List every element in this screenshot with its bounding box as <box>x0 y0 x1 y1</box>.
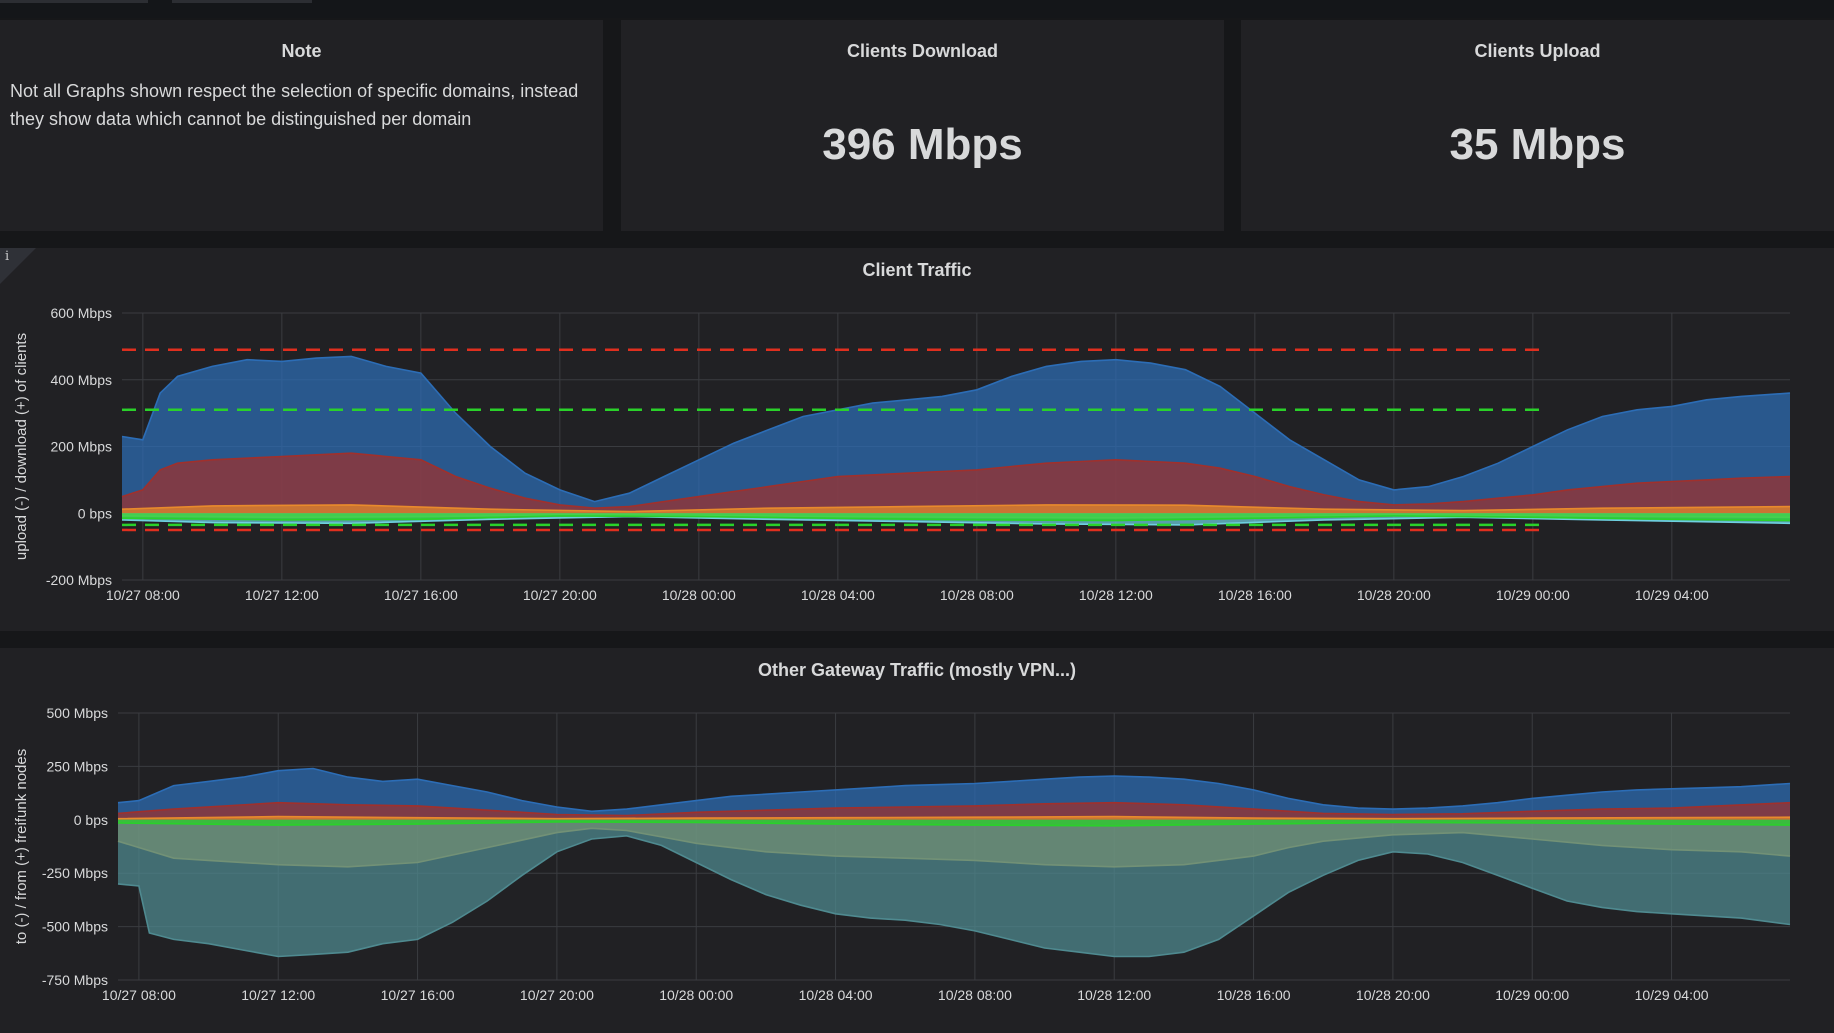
panel-title[interactable]: Note <box>281 41 322 61</box>
y-axis-label: upload (-) / download (+) of clients <box>13 333 30 560</box>
series-area[interactable] <box>118 802 1790 820</box>
x-tick-label: 10/28 00:00 <box>659 987 733 1003</box>
panel-title[interactable]: Clients Download <box>846 41 998 61</box>
x-tick-label: 10/28 12:00 <box>1077 987 1151 1003</box>
x-tick-label: 10/27 20:00 <box>520 987 594 1003</box>
y-axis-label: to (-) / from (+) freifunk nodes <box>13 749 30 944</box>
series-area[interactable] <box>118 819 1790 957</box>
x-tick-label: 10/28 16:00 <box>1218 587 1292 603</box>
x-tick-label: 10/28 16:00 <box>1217 987 1291 1003</box>
x-tick-label: 10/28 08:00 <box>940 587 1014 603</box>
y-tick-label: 250 Mbps <box>47 758 108 774</box>
x-tick-label: 10/28 12:00 <box>1079 587 1153 603</box>
y-tick-label: 200 Mbps <box>51 439 112 455</box>
series-area[interactable] <box>118 819 1790 826</box>
x-tick-label: 10/27 08:00 <box>102 987 176 1003</box>
series-line[interactable] <box>121 452 1791 510</box>
series-area[interactable] <box>122 356 1790 514</box>
panel-title[interactable]: Other Gateway Traffic (mostly VPN...) <box>757 660 1077 680</box>
top-bar-tab[interactable] <box>172 0 312 3</box>
series-line[interactable] <box>117 801 1791 817</box>
y-tick-label: 0 bps <box>78 505 112 521</box>
clients-download-panel: Clients Download 396 Mbps <box>621 20 1224 231</box>
stat-value: 35 Mbps <box>1449 120 1626 169</box>
x-tick-label: 10/28 04:00 <box>799 987 873 1003</box>
y-tick-label: -250 Mbps <box>42 865 108 881</box>
y-tick-label: 400 Mbps <box>51 372 112 388</box>
series-line[interactable] <box>121 504 1791 513</box>
y-tick-label: -200 Mbps <box>46 572 112 588</box>
series-area[interactable] <box>122 513 1790 521</box>
x-tick-label: 10/27 08:00 <box>106 587 180 603</box>
series-area[interactable] <box>118 768 1790 820</box>
x-tick-label: 10/28 08:00 <box>938 987 1012 1003</box>
x-tick-label: 10/29 04:00 <box>1635 587 1709 603</box>
y-tick-label: 0 bps <box>74 812 108 828</box>
series-line[interactable] <box>121 355 1791 503</box>
x-tick-label: 10/27 20:00 <box>523 587 597 603</box>
note-panel: Note Not all Graphs shown respect the se… <box>0 20 603 231</box>
series-area[interactable] <box>122 504 1790 514</box>
series-line[interactable] <box>121 515 1791 522</box>
x-tick-label: 10/29 00:00 <box>1495 987 1569 1003</box>
x-tick-label: 10/29 00:00 <box>1496 587 1570 603</box>
x-tick-label: 10/28 00:00 <box>662 587 736 603</box>
y-tick-label: -500 Mbps <box>42 919 108 935</box>
x-tick-label: 10/29 04:00 <box>1635 987 1709 1003</box>
panel-title[interactable]: Client Traffic <box>862 260 972 280</box>
info-corner[interactable] <box>0 248 36 284</box>
x-tick-label: 10/28 04:00 <box>801 587 875 603</box>
client-traffic-panel: i Client Traffic 600 Mbps 400 Mbps 200 Mbp… <box>0 248 1834 631</box>
note-text: Not all Graphs shown respect the selecti… <box>10 81 579 129</box>
clients-upload-panel: Clients Upload 35 Mbps <box>1241 20 1834 231</box>
series-line[interactable] <box>117 815 1791 820</box>
gateway-traffic-chart: 500 Mbps 250 Mbps 0 bps -250 Mbps -500 Mbps -… <box>13 705 1791 1003</box>
gateway-traffic-panel: Other Gateway Traffic (mostly VPN...) 50… <box>0 648 1834 1033</box>
series-line[interactable] <box>117 767 1791 813</box>
y-tick-label: -750 Mbps <box>42 972 108 988</box>
top-bar <box>0 0 1834 18</box>
y-tick-label: 500 Mbps <box>47 705 108 721</box>
x-tick-label: 10/28 20:00 <box>1357 587 1431 603</box>
x-tick-label: 10/28 20:00 <box>1356 987 1430 1003</box>
stat-value: 396 Mbps <box>822 120 1023 169</box>
x-tick-label: 10/27 16:00 <box>384 587 458 603</box>
x-tick-label: 10/27 12:00 <box>245 587 319 603</box>
series-area[interactable] <box>122 453 1790 514</box>
series-line[interactable] <box>117 821 1791 827</box>
x-tick-label: 10/27 16:00 <box>381 987 455 1003</box>
top-bar-tab[interactable] <box>0 0 148 3</box>
y-tick-label: 600 Mbps <box>51 305 112 321</box>
panel-title[interactable]: Clients Upload <box>1474 41 1601 61</box>
x-tick-label: 10/27 12:00 <box>241 987 315 1003</box>
info-icon[interactable]: i <box>5 249 10 264</box>
series-line[interactable] <box>117 834 1791 958</box>
